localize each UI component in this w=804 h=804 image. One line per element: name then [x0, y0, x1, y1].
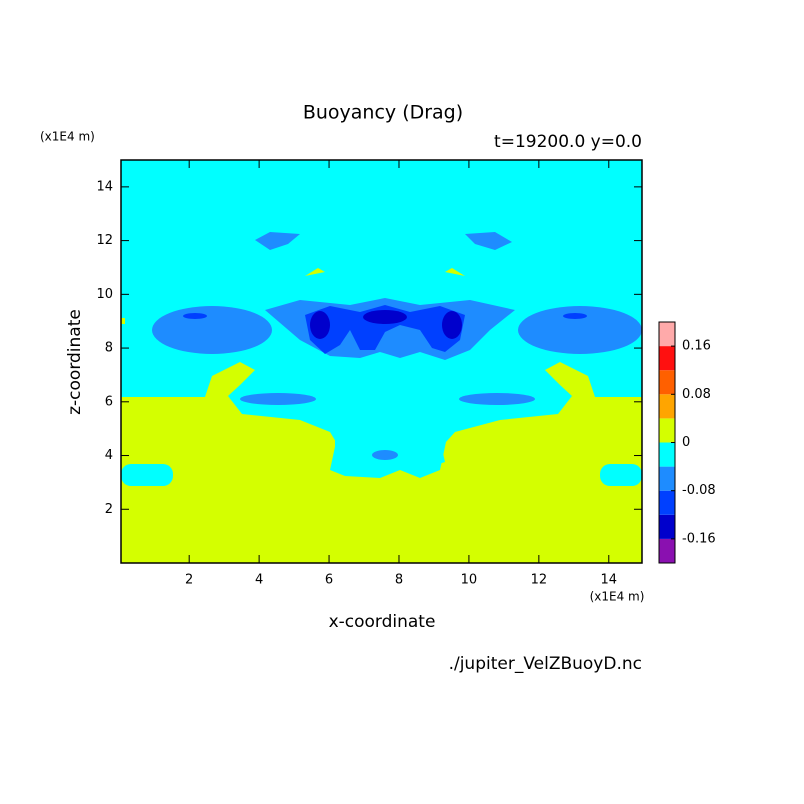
contour-region	[310, 311, 330, 339]
x-tick-label: 2	[185, 573, 193, 588]
colorbar-box	[659, 394, 675, 419]
colorbar-tick-label: -0.08	[682, 483, 716, 498]
colorbar-tick-label: -0.16	[682, 531, 716, 546]
y-axis-label: z-coordinate	[65, 309, 85, 415]
colorbar-tick-label: 0.08	[682, 387, 711, 402]
colorbar-tick-label: 0	[682, 435, 690, 450]
y-tick-label: 2	[105, 502, 113, 517]
contour-region	[445, 268, 465, 276]
contour-region	[305, 305, 465, 354]
x-tick-label: 14	[601, 573, 618, 588]
contour-region	[255, 232, 300, 250]
colorbar-box	[659, 466, 675, 491]
x-tick-label: 8	[395, 573, 403, 588]
contour-region	[240, 393, 316, 405]
contour-region	[465, 232, 512, 250]
y-tick-label: 10	[96, 287, 113, 302]
contour-region	[372, 450, 398, 460]
x-axis-label: x-coordinate	[329, 612, 436, 632]
y-tick-label: 4	[105, 448, 113, 463]
y-tick-label: 12	[96, 233, 113, 248]
y-tick-label: 6	[105, 394, 113, 409]
contour-region	[563, 313, 587, 319]
x-tick-label: 4	[255, 573, 263, 588]
x-unit: (x1E4 m)	[590, 590, 645, 604]
chart-title: Buoyancy (Drag)	[303, 102, 463, 124]
colorbar-box	[659, 490, 675, 515]
contour-region	[121, 318, 125, 324]
colorbar-box	[659, 370, 675, 395]
x-tick-label: 12	[531, 573, 548, 588]
chart-subtitle: t=19200.0 y=0.0	[494, 132, 642, 152]
contour-region	[459, 393, 535, 405]
colorbar-box	[659, 442, 675, 467]
footer: ./jupiter_VelZBuoyD.nc	[449, 654, 642, 674]
colorbar-tick-label: 0.16	[682, 339, 711, 354]
contour-region	[121, 464, 173, 486]
y-tick-label: 8	[105, 341, 113, 356]
contour-region	[305, 268, 325, 276]
contour-region	[518, 306, 642, 354]
contour-region	[121, 362, 642, 563]
colorbar-box	[659, 538, 675, 563]
x-tick-label: 6	[325, 573, 333, 588]
colorbar-box	[659, 514, 675, 539]
contour-region	[152, 306, 272, 354]
contour-region	[363, 310, 407, 324]
contour-region	[600, 464, 642, 486]
colorbar-box	[659, 322, 675, 347]
y-tick-label: 14	[96, 179, 113, 194]
contour-region	[442, 311, 462, 339]
x-tick-label: 10	[461, 573, 478, 588]
colorbar-box	[659, 418, 675, 443]
plot-frame	[120, 159, 643, 564]
contour-region	[183, 313, 207, 319]
colorbar-box	[659, 346, 675, 371]
y-unit: (x1E4 m)	[40, 130, 95, 144]
